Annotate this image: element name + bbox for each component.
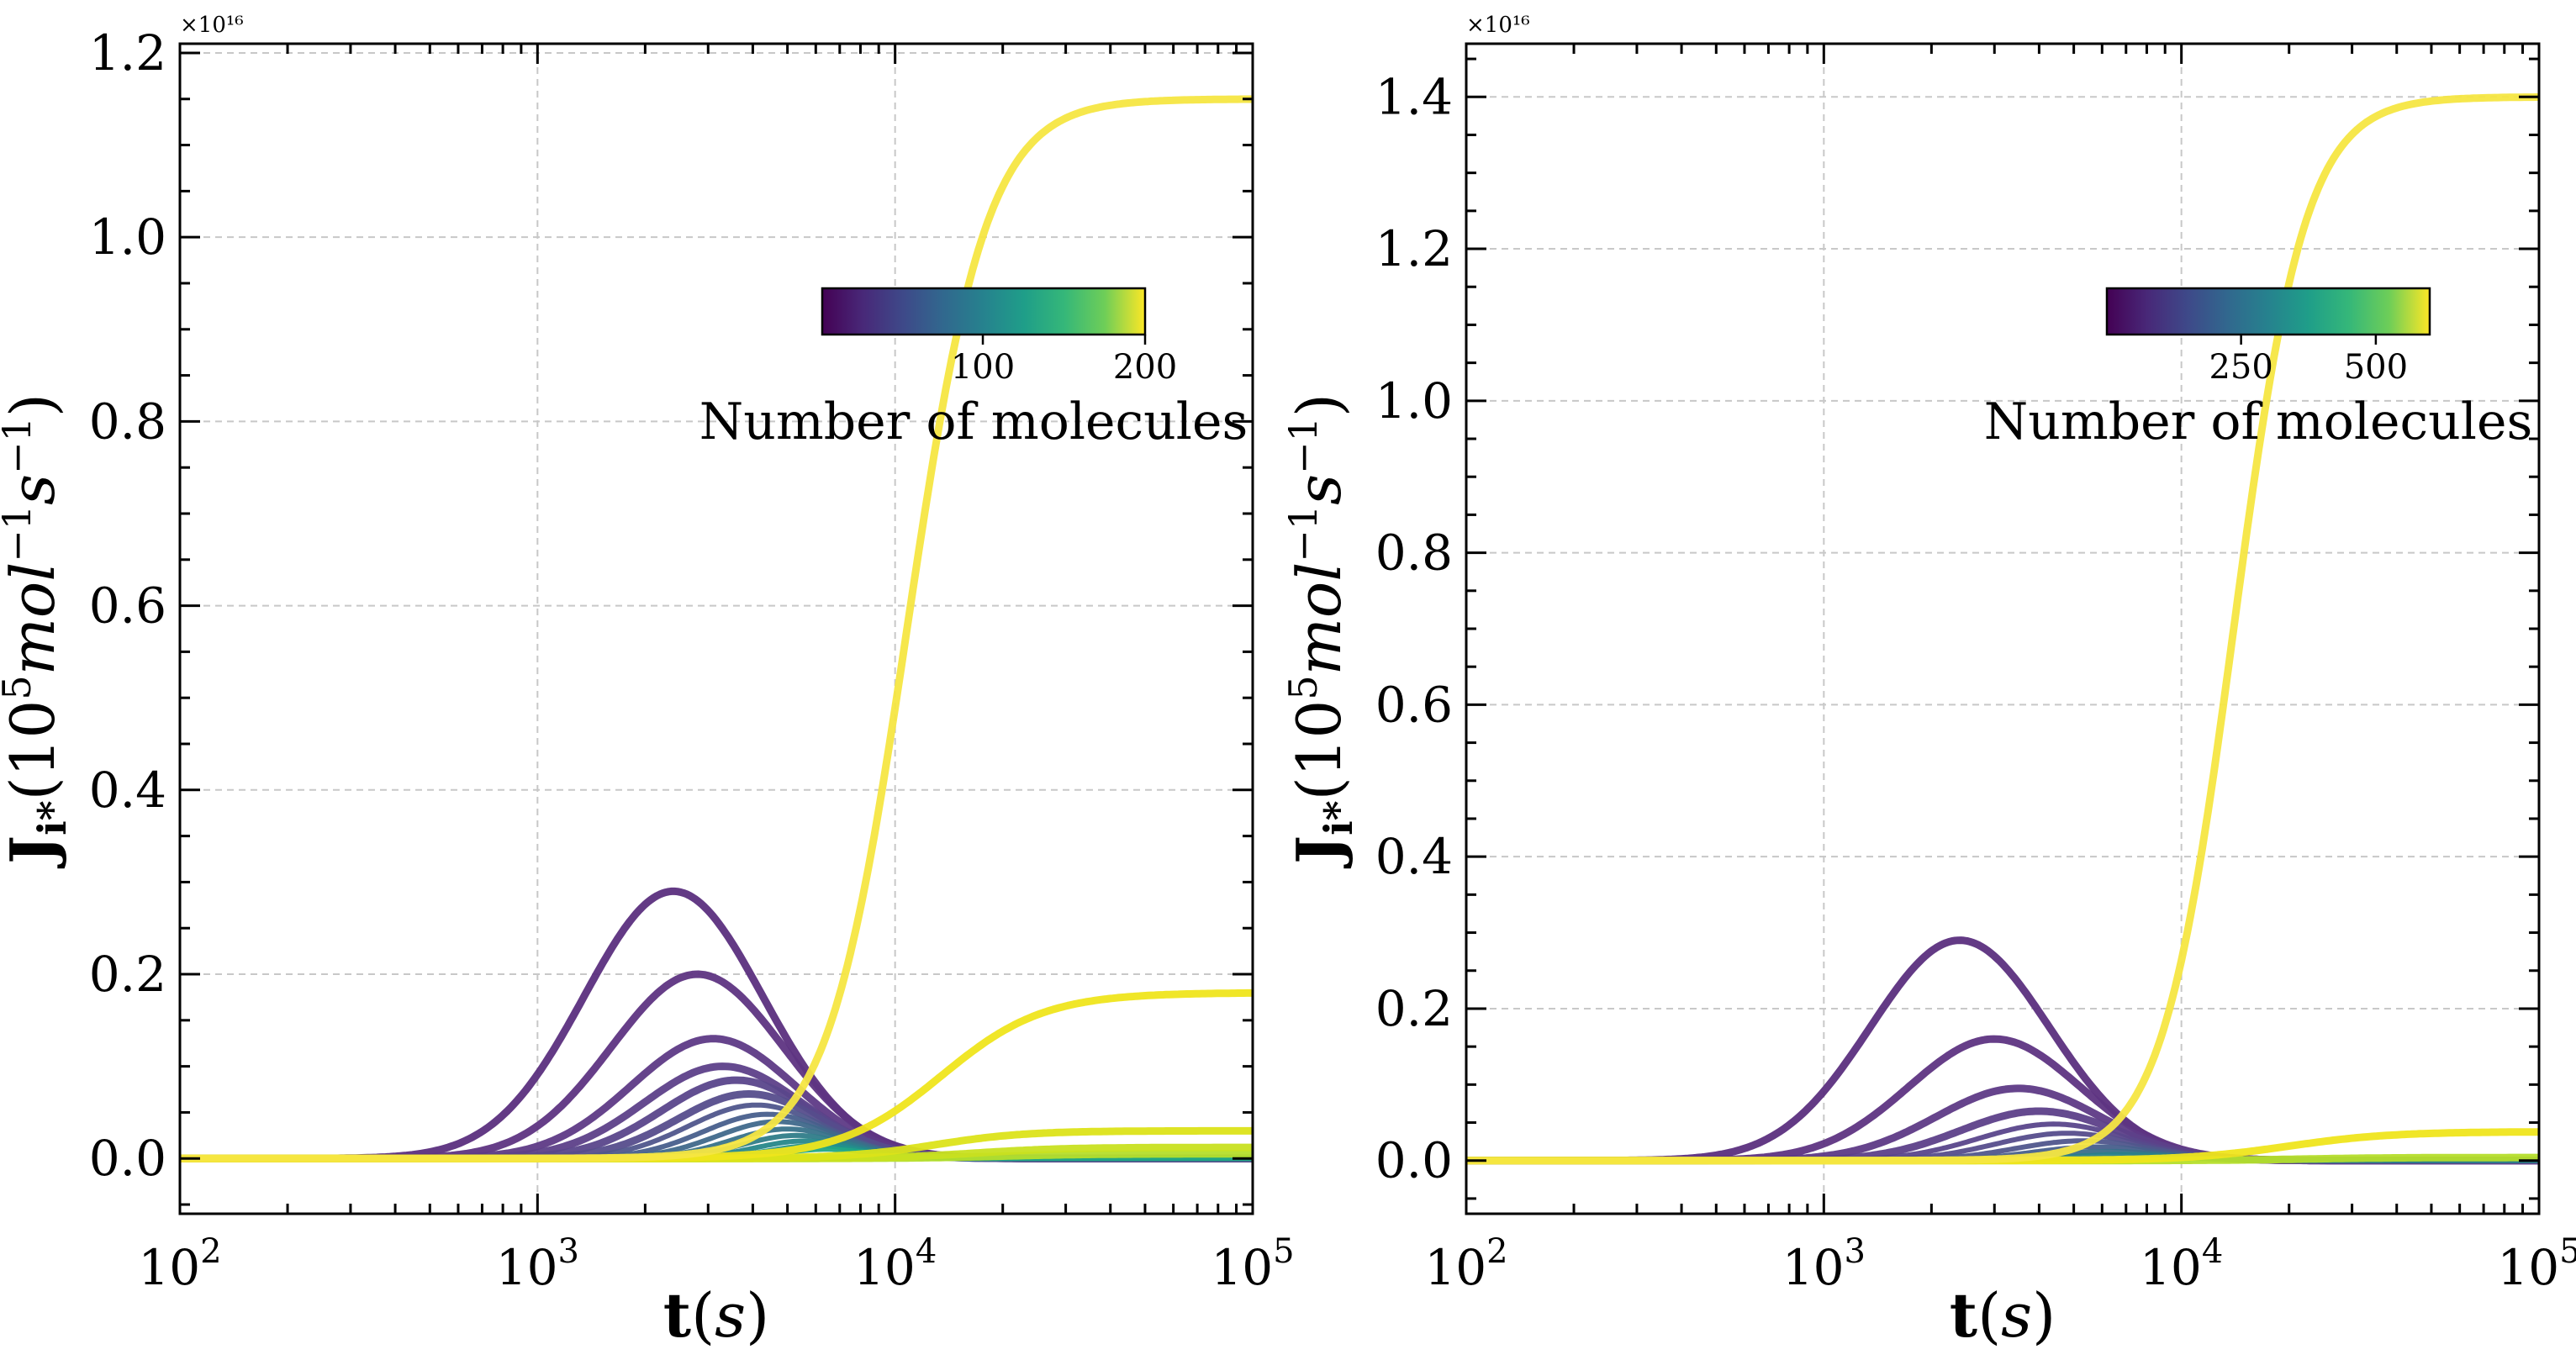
x-tick-label: 104: [853, 1232, 937, 1296]
colorbar-gradient: [821, 287, 1147, 336]
y-tick-label: 1.0: [89, 208, 166, 266]
y-tick-label: 0.0: [89, 1130, 166, 1187]
series-line-13: [1466, 93, 2539, 1165]
x-axis-label: t(s): [1950, 1279, 2056, 1351]
y-tick-label: 0.8: [89, 393, 166, 450]
series-line-1: [1466, 936, 2539, 1165]
y-tick-label: 0.0: [1375, 1132, 1453, 1189]
y-tick-label: 0.6: [89, 577, 166, 635]
y-axis-label: Ji*(105mol−1s−1): [0, 393, 75, 869]
series-line-1: [180, 887, 1253, 1162]
x-axis-label: t(s): [663, 1279, 769, 1351]
y-tick-label: 0.8: [1375, 524, 1453, 582]
colorbar-tick-label: 250: [2209, 348, 2272, 387]
chart-panel-right: 102 103 104 105 0.0 0.2 0.4 0.6 0.8 1.0 1.2 1.4 ×10¹…: [1280, 13, 2576, 1351]
colorbar-gradient: [2105, 287, 2431, 336]
colorbar: 250 500 Number of molecules: [1984, 287, 2533, 451]
colorbar-tick-label: 200: [1113, 348, 1177, 387]
x-ticks: [178, 44, 1254, 1214]
y-scale-multiplier: ×10¹⁶: [180, 13, 244, 38]
colorbar: 100 200 Number of molecules: [699, 287, 1248, 451]
y-tick-label: 1.4: [1375, 68, 1453, 125]
y-tick-label: 0.2: [1375, 980, 1453, 1037]
y-tick-label: 1.2: [89, 24, 166, 82]
x-tick-label: 105: [2497, 1232, 2576, 1296]
series-line-19: [180, 95, 1253, 1162]
x-tick-label: 102: [1424, 1232, 1507, 1296]
x-tick-label: 103: [496, 1232, 579, 1296]
y-tick-label: 0.2: [89, 946, 166, 1003]
series-group: [1466, 93, 2539, 1165]
colorbar-tick-label: 100: [951, 348, 1015, 387]
y-scale-multiplier: ×10¹⁶: [1466, 13, 1530, 38]
y-tick-label: 0.4: [1375, 828, 1453, 885]
y-tick-label: 1.2: [1375, 220, 1453, 277]
x-ticks: [1465, 44, 2541, 1214]
x-tick-label: 104: [2140, 1232, 2223, 1296]
series-group: [180, 95, 1253, 1162]
y-tick-label: 0.4: [89, 762, 166, 819]
axes-frame: [178, 42, 1254, 1215]
y-axis-label: Ji*(105mol−1s−1): [1280, 393, 1361, 869]
colorbar-tick-label: 500: [2344, 348, 2408, 387]
x-tick-label: 102: [138, 1232, 221, 1296]
y-ticks: [1466, 57, 2539, 1200]
y-tick-label: 1.0: [1375, 372, 1453, 430]
chart-panel-left: 102 103 104 105 0.0 0.2 0.4 0.6 0.8 1.0 1.2 ×10¹⁶ t(…: [0, 13, 1295, 1351]
x-tick-label: 105: [1211, 1232, 1294, 1296]
y-ticks: [180, 51, 1253, 1206]
x-tick-label: 103: [1782, 1232, 1866, 1296]
colorbar-label: Number of molecules: [1984, 393, 2533, 451]
y-tick-label: 0.6: [1375, 676, 1453, 733]
colorbar-label: Number of molecules: [699, 393, 1248, 451]
